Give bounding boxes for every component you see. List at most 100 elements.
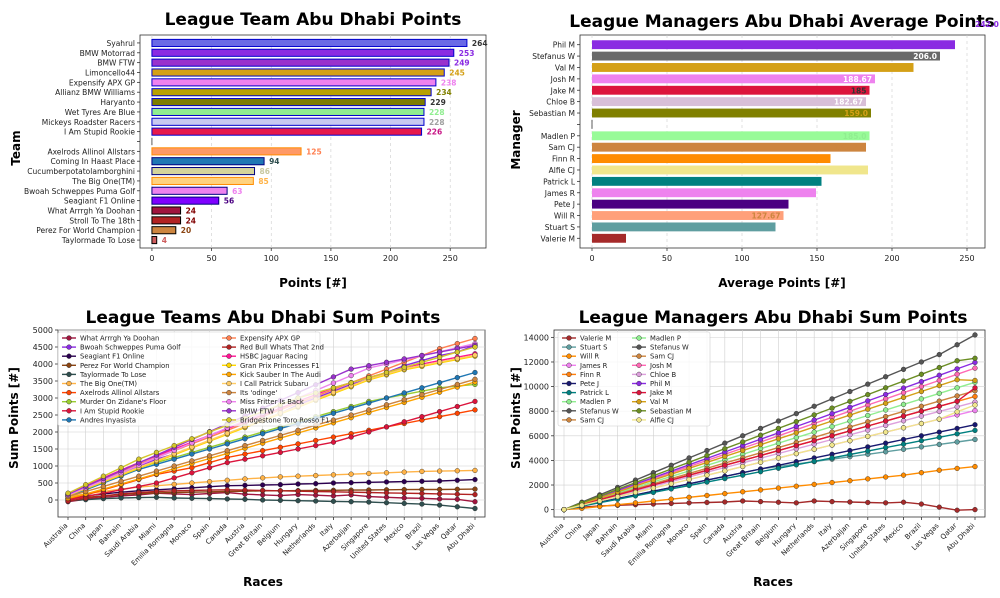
data-point-the-big-one-tm bbox=[224, 477, 230, 483]
data-point-its-odinge bbox=[136, 473, 142, 479]
data-point-bridgestone-toro-rosso-f1 bbox=[189, 436, 195, 442]
legend-swatch-marker bbox=[566, 335, 572, 341]
data-point-sebastian-m bbox=[740, 439, 746, 445]
data-label-i-am-stupid-rookie: 226 bbox=[427, 128, 443, 137]
legend-entry-stefanus-w: Stefanus W bbox=[580, 407, 619, 415]
data-point-red-bull-whats-that-2nd bbox=[118, 491, 124, 497]
legend-entry-sebastian-m: Sebastian M bbox=[650, 407, 692, 415]
legend-entry-taylormade-to-lose: Taylormade To Lose bbox=[79, 371, 146, 379]
legend-entry-gran-prix-princesses-f1: Gran Prix Princesses F1 bbox=[240, 362, 320, 370]
data-point-valerie-m bbox=[829, 499, 835, 505]
data-point-i-am-stupid-rookie bbox=[136, 483, 142, 490]
data-point-axelrods-allinol-allstars bbox=[437, 414, 443, 420]
bar-sam-cj bbox=[592, 142, 867, 152]
data-point-pete-j bbox=[936, 429, 942, 435]
data-point-val-m bbox=[811, 424, 817, 430]
category-label-madlen-p: Madlen P bbox=[541, 132, 576, 141]
data-point-alfie-cj bbox=[811, 446, 817, 452]
data-point-stefanus-w bbox=[972, 332, 978, 338]
data-point-alfie-cj bbox=[686, 476, 692, 483]
data-point-patrick-l bbox=[829, 455, 835, 461]
plot-frame bbox=[579, 34, 986, 249]
data-point-its-odinge bbox=[366, 407, 372, 413]
series-line-red-bull-whats-that-2nd bbox=[67, 489, 476, 502]
data-point-valerie-m bbox=[936, 504, 942, 510]
legend-entry-miss-fritter-is-back: Miss Fritter Is Back bbox=[240, 398, 304, 406]
legend-swatch-marker bbox=[566, 353, 572, 359]
data-point-sebastian-m bbox=[829, 405, 835, 411]
legend-swatch-marker bbox=[566, 408, 572, 414]
y-tick-label: 14000 bbox=[524, 333, 549, 342]
data-point-seagiant-f1-online bbox=[277, 482, 283, 488]
data-point-bridgestone-toro-rosso-f1 bbox=[118, 465, 124, 471]
data-point-val-m bbox=[936, 383, 942, 389]
data-point-will-r bbox=[829, 479, 835, 486]
bar-val-m bbox=[592, 63, 914, 72]
data-label-limoncello44: 245 bbox=[449, 69, 465, 78]
data-point-stefanus-w bbox=[847, 388, 853, 395]
data-point-what-arrrgh-ya-doohan bbox=[472, 499, 478, 505]
data-point-red-bull-whats-that-2nd bbox=[83, 495, 89, 501]
data-point-alfie-cj bbox=[650, 485, 656, 491]
category-label-stefanus-w: Stefanus W bbox=[532, 52, 575, 61]
category-label-seagiant-f1-online: Seagiant F1 Online bbox=[64, 197, 136, 206]
data-point-taylormade-to-lose bbox=[206, 496, 213, 502]
data-point-i-call-patrick-subaru bbox=[437, 359, 443, 365]
legend-entry-i-am-stupid-rookie: I Am Stupid Rookie bbox=[80, 407, 144, 415]
series-line-valerie-m bbox=[563, 500, 976, 511]
data-point-red-bull-whats-that-2nd bbox=[401, 490, 407, 496]
bar-i-am-stupid-rookie bbox=[151, 127, 423, 136]
data-point-jake-m bbox=[865, 423, 871, 429]
series-line-what-arrrgh-ya-doohan bbox=[67, 491, 476, 503]
manager-average-ylabel: Manager bbox=[509, 110, 523, 169]
data-point-chloe-b bbox=[900, 418, 907, 424]
data-point-valerie-m bbox=[954, 507, 960, 513]
data-point-phil-m bbox=[865, 398, 871, 404]
data-point-josh-m bbox=[936, 377, 942, 384]
legend-entry-sam-cj: Sam CJ bbox=[650, 353, 674, 361]
managers-sum-title: League Managers Abu Dhabi Sum Points bbox=[579, 308, 968, 328]
bar-what-arrrgh-ya-doohan bbox=[151, 206, 182, 215]
data-point-madlen-p bbox=[883, 407, 889, 413]
bar-stefanus-w bbox=[592, 51, 940, 61]
category-label-axelrods-allinol-allstars: Axelrods Allinol Allstars bbox=[47, 147, 135, 156]
bar-bmw-ftw bbox=[151, 58, 450, 67]
data-point-its-odinge bbox=[295, 427, 301, 433]
data-point-red-bull-whats-that-2nd bbox=[472, 491, 478, 498]
data-point-josh-m bbox=[954, 371, 960, 377]
legend-entry-what-arrrgh-ya-doohan: What Arrrgh Ya Doohan bbox=[80, 335, 159, 343]
bar-stuart-s bbox=[592, 222, 776, 232]
data-point-josh-m bbox=[883, 396, 889, 402]
data-label-taylormade-to-lose: 4 bbox=[162, 236, 167, 245]
data-point-jake-m bbox=[722, 462, 728, 468]
data-point-the-big-one-tm bbox=[313, 472, 319, 479]
data-point-valerie-m bbox=[847, 499, 853, 505]
data-point-the-big-one-tm bbox=[260, 475, 266, 481]
data-point-the-big-one-tm bbox=[189, 480, 195, 486]
data-label-coming-in-haast-place: 94 bbox=[269, 157, 279, 166]
data-point-i-am-stupid-rookie bbox=[224, 460, 230, 466]
data-point-stefanus-w bbox=[757, 425, 764, 432]
legend-swatch-marker bbox=[66, 380, 72, 387]
data-point-valerie-m bbox=[883, 500, 889, 506]
data-label-what-arrrgh-ya-doohan: 24 bbox=[186, 207, 196, 216]
data-point-chloe-b bbox=[883, 422, 889, 429]
data-point-jake-m bbox=[936, 403, 942, 409]
teams-sum-title: League Teams Abu Dhabi Sum Points bbox=[86, 308, 441, 328]
category-label-expensify-apx-gp: Expensify APX GP bbox=[69, 78, 136, 87]
data-point-valerie-m bbox=[740, 498, 746, 504]
data-point-sam-cj bbox=[883, 414, 889, 420]
legend-swatch-marker bbox=[226, 371, 232, 378]
data-point-bridgestone-toro-rosso-f1 bbox=[366, 375, 372, 381]
data-point-pete-j bbox=[918, 433, 924, 439]
data-point-val-m bbox=[972, 377, 978, 384]
data-point-jake-m bbox=[918, 408, 924, 414]
x-tick-label: 50 bbox=[662, 254, 672, 263]
data-point-red-bull-whats-that-2nd bbox=[295, 488, 301, 494]
data-point-alfie-cj bbox=[757, 459, 764, 465]
data-label-axelrods-allinol-allstars: 125 bbox=[306, 147, 322, 156]
data-point-taylormade-to-lose bbox=[242, 496, 248, 502]
data-point-alfie-cj bbox=[561, 507, 567, 513]
legend-entry-red-bull-whats-that-2nd: Red Bull Whats That 2nd bbox=[240, 344, 324, 352]
data-point-bridgestone-toro-rosso-f1 bbox=[419, 359, 425, 365]
